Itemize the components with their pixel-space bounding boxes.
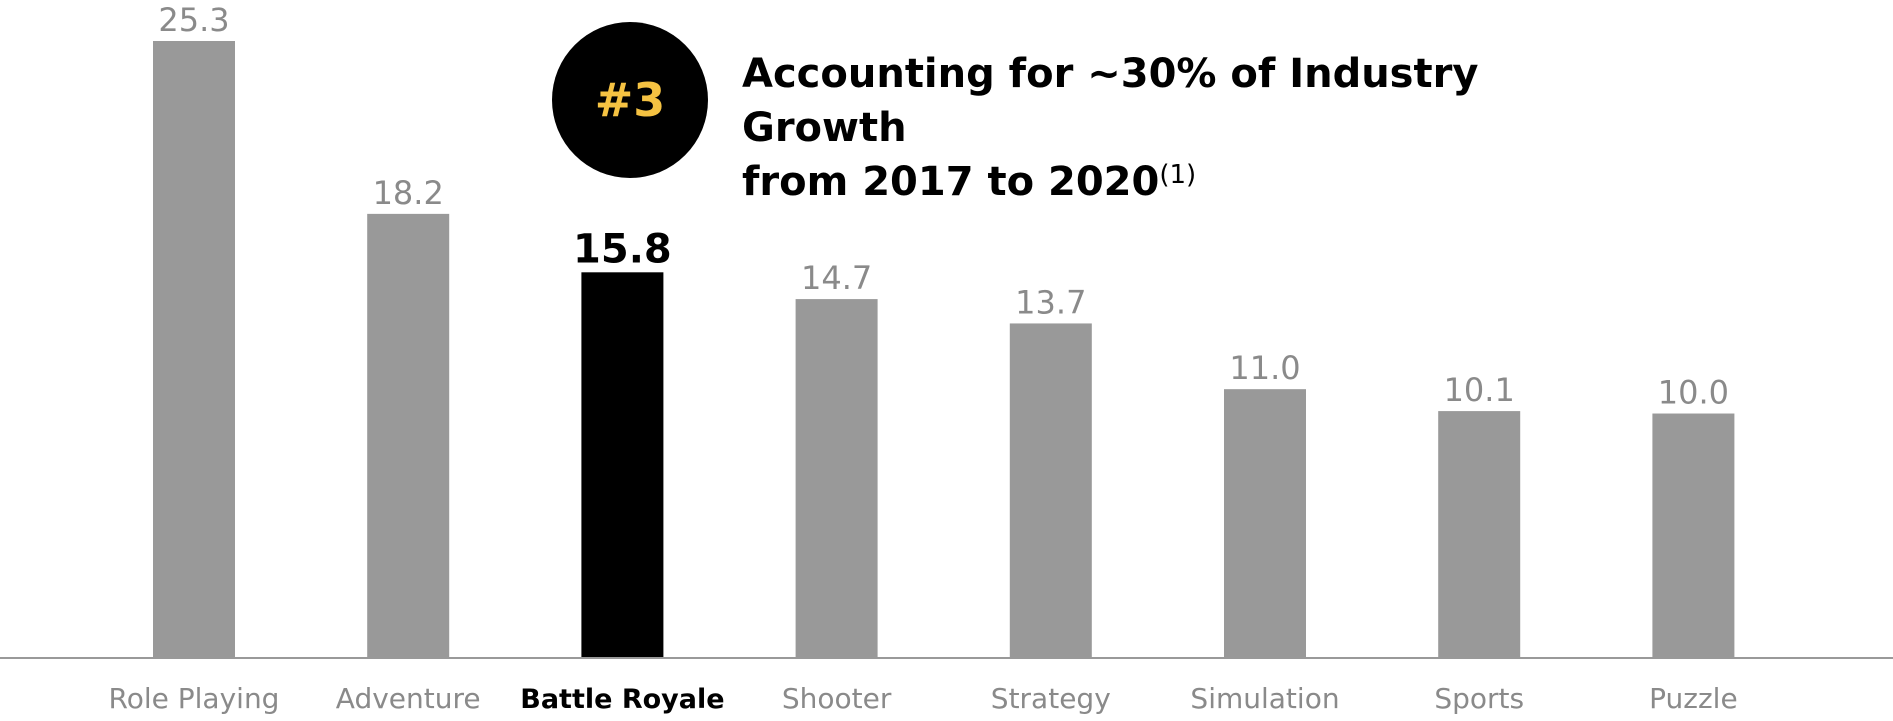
category-label-simulation: Simulation — [1190, 682, 1339, 715]
category-labels-group: Role Playing Adventure Battle Royale Shoote… — [109, 682, 1738, 715]
value-label-sports: 10.1 — [1444, 371, 1515, 409]
bar-role-playing — [153, 41, 235, 657]
rank-badge: #3 — [552, 22, 708, 178]
category-label-shooter: Shooter — [782, 682, 892, 715]
category-label-puzzle: Puzzle — [1649, 682, 1738, 715]
category-label-battle-royale: Battle Royale — [520, 684, 724, 715]
bar-simulation — [1224, 389, 1306, 657]
value-labels-group: 25.3 18.2 15.8 14.7 13.7 11.0 10.1 10.0 — [158, 1, 1729, 412]
value-label-battle-royale: 15.8 — [573, 226, 672, 272]
bar-shooter — [795, 299, 878, 657]
bar-battle-royale — [581, 272, 664, 657]
footnote-marker: (1) — [1159, 160, 1197, 190]
bar-sports — [1438, 411, 1521, 657]
value-label-strategy: 13.7 — [1015, 283, 1086, 321]
value-label-shooter: 14.7 — [801, 259, 872, 297]
value-label-adventure: 18.2 — [373, 174, 444, 212]
category-label-sports: Sports — [1434, 682, 1524, 715]
category-label-adventure: Adventure — [336, 682, 481, 715]
headline-line-1: Accounting for ~30% of Industry Growth — [742, 51, 1479, 151]
rank-badge-text: #3 — [594, 73, 666, 127]
bars-group — [153, 41, 1735, 657]
bar-adventure — [367, 213, 450, 657]
bar-strategy — [1009, 323, 1092, 657]
callout-headline: Accounting for ~30% of Industry Growth f… — [742, 47, 1642, 209]
value-label-role-playing: 25.3 — [158, 1, 229, 39]
category-label-role-playing: Role Playing — [109, 682, 280, 715]
bar-puzzle — [1652, 413, 1735, 657]
value-label-simulation: 11.0 — [1229, 349, 1300, 387]
category-label-strategy: Strategy — [991, 682, 1111, 715]
value-label-puzzle: 10.0 — [1658, 374, 1729, 412]
headline-line-2: from 2017 to 2020 — [742, 159, 1160, 205]
